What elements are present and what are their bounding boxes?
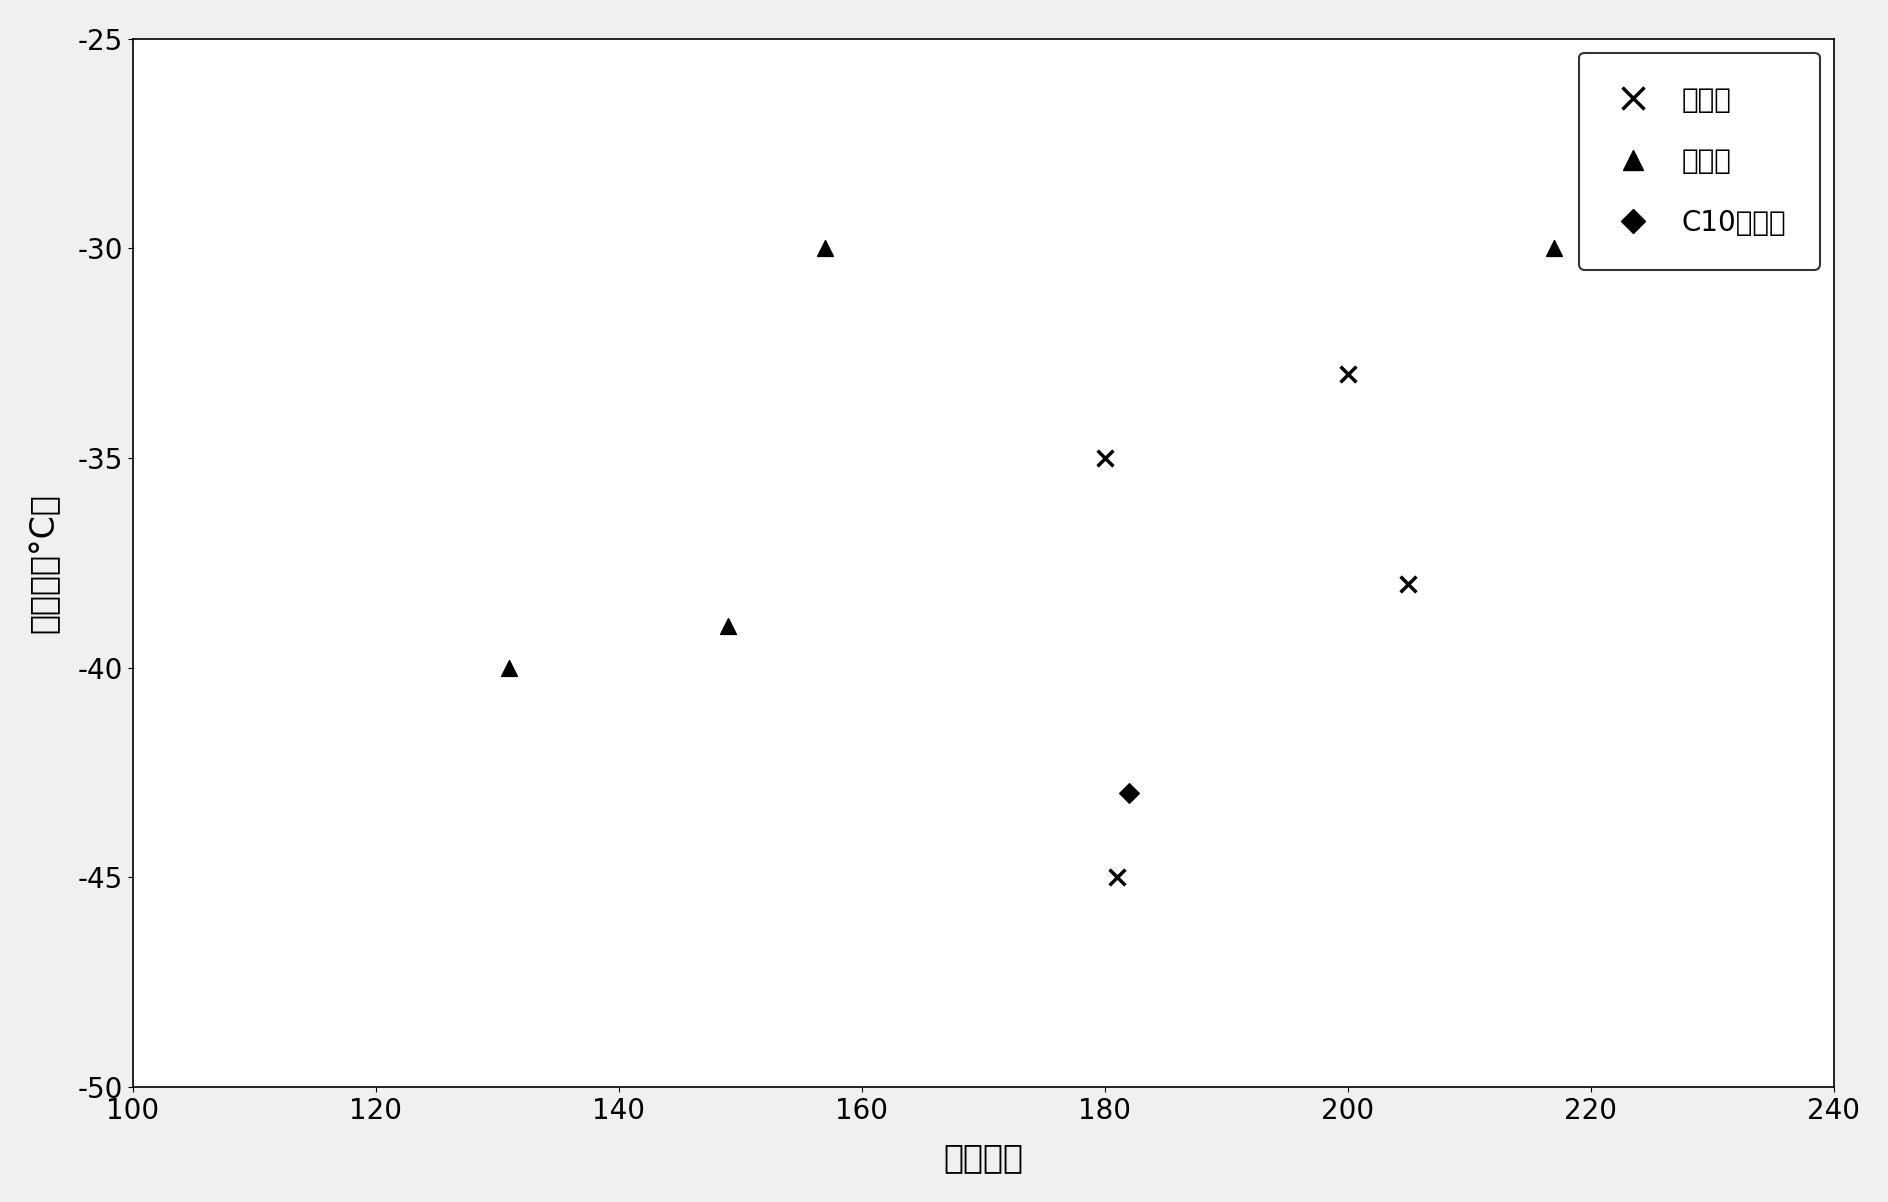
C10聚合物 [1114,784,1144,803]
Y-axis label: 流动点（°C）: 流动点（°C） [28,493,60,632]
实施例 [1333,364,1363,383]
Legend: 实施例, 比较例, C10聚合物: 实施例, 比较例, C10聚合物 [1578,53,1820,270]
实施例 [1103,868,1133,887]
实施例 [1393,575,1424,594]
X-axis label: 粘度指数: 粘度指数 [944,1141,1023,1174]
比较例 [1539,239,1569,258]
比较例 [495,657,525,677]
比较例 [714,617,744,636]
实施例 [1089,448,1120,468]
比较例 [810,239,840,258]
